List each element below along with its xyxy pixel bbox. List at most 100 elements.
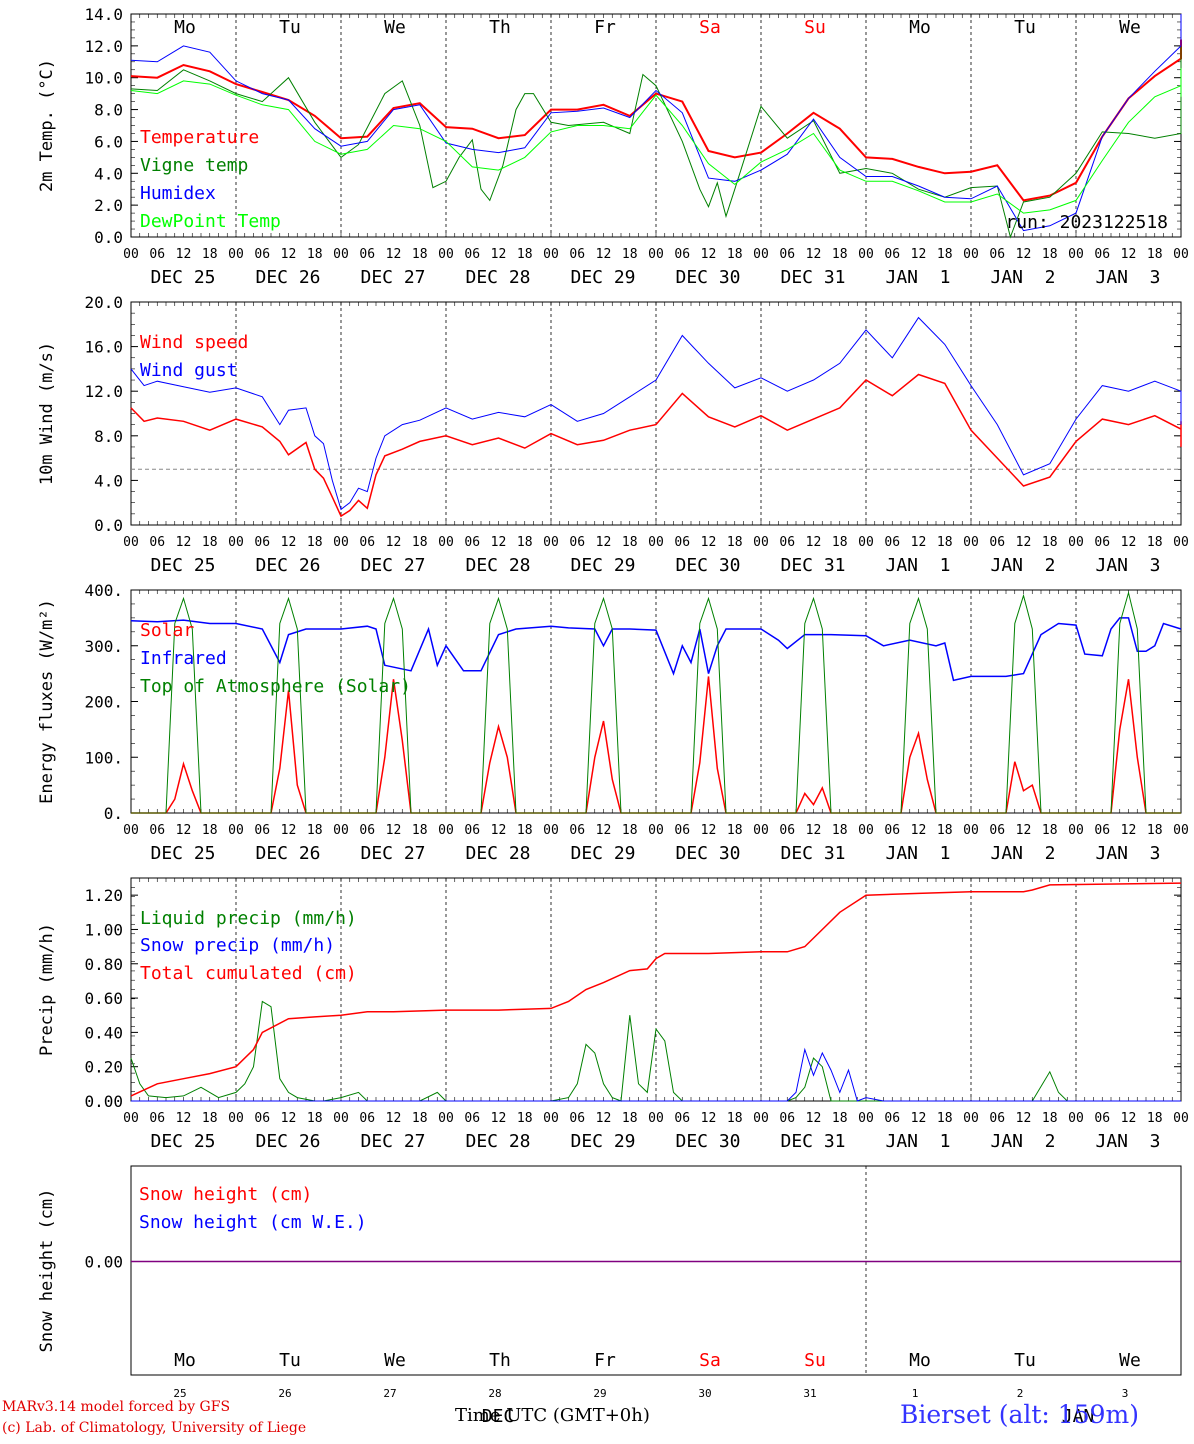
hour-tick-label: 18 (1147, 535, 1163, 550)
hour-tick-label: 06 (464, 1111, 480, 1126)
footer-day-number: 27 (383, 1387, 396, 1400)
legend-entry-3: Total cumulated (cm) (140, 963, 357, 984)
hour-tick-label: 00 (1068, 247, 1084, 262)
y-tick-label: 14.0 (84, 5, 123, 24)
y-tick-label: 0.80 (84, 955, 123, 974)
date-label: DEC 29 (570, 555, 635, 576)
hour-tick-label: 12 (701, 535, 717, 550)
hour-tick-label: 12 (1016, 247, 1032, 262)
hour-tick-label: 00 (753, 1111, 769, 1126)
hour-tick-label: 18 (517, 247, 533, 262)
date-label: DEC 31 (780, 843, 845, 864)
hour-tick-label: 00 (648, 535, 664, 550)
hour-tick-label: 00 (543, 823, 559, 838)
date-label: DEC 25 (150, 1131, 215, 1152)
date-label: DEC 27 (360, 267, 425, 288)
hour-tick-label: 12 (176, 1111, 192, 1126)
hour-tick-label: 00 (1173, 535, 1189, 550)
hour-tick-label: 18 (517, 823, 533, 838)
hour-tick-label: 00 (858, 823, 874, 838)
date-label: JAN 3 (1095, 267, 1160, 288)
hour-tick-label: 06 (359, 1111, 375, 1126)
station-label: Bierset (alt: 159m) (900, 1400, 1139, 1429)
hour-tick-label: 00 (1068, 1111, 1084, 1126)
hour-tick-label: 12 (386, 247, 402, 262)
weekday-bottom: Su (804, 1350, 826, 1371)
hour-tick-label: 06 (1094, 1111, 1110, 1126)
hour-tick-label: 00 (963, 247, 979, 262)
hour-tick-label: 06 (569, 823, 585, 838)
footer-day-number: 2 (1017, 1387, 1024, 1400)
date-label: DEC 29 (570, 843, 635, 864)
hour-tick-label: 06 (254, 535, 270, 550)
y-tick-label: 20.0 (84, 293, 123, 312)
y-tick-label: 0.00 (84, 1253, 123, 1272)
weekday-top: We (384, 17, 406, 38)
hour-tick-label: 12 (386, 1111, 402, 1126)
hour-tick-label: 06 (569, 535, 585, 550)
y-tick-label: 0.0 (94, 228, 123, 247)
hour-tick-label: 12 (176, 247, 192, 262)
date-label: JAN 1 (885, 267, 950, 288)
date-label: DEC 26 (255, 555, 320, 576)
series-line-3 (130, 882, 1182, 1097)
hour-tick-label: 12 (491, 823, 507, 838)
hour-tick-label: 12 (491, 1111, 507, 1126)
legend-entry-2: Snow precip (mm/h) (140, 935, 335, 956)
hour-tick-label: 06 (674, 1111, 690, 1126)
hour-tick-label: 18 (727, 823, 743, 838)
legend-entry-1: Temperature (140, 127, 259, 148)
hour-tick-label: 12 (281, 1111, 297, 1126)
hour-tick-label: 12 (176, 535, 192, 550)
hour-tick-label: 18 (202, 823, 218, 838)
hour-tick-label: 00 (648, 247, 664, 262)
y-tick-label: 0.40 (84, 1023, 123, 1042)
date-label: DEC 30 (675, 555, 740, 576)
date-label: JAN 2 (990, 555, 1055, 576)
hour-tick-label: 12 (596, 535, 612, 550)
panel-3: 0. 100. 200. 300. 400. Energy fluxes (W/m²) So… (37, 581, 1189, 864)
hour-tick-label: 12 (806, 1111, 822, 1126)
date-label: JAN 2 (990, 843, 1055, 864)
hour-tick-label: 00 (123, 535, 139, 550)
y-tick-label: 16.0 (84, 338, 123, 357)
y-tick-label: 400. (84, 581, 123, 600)
y-tick-label: 12.0 (84, 37, 123, 56)
date-label: DEC 28 (465, 843, 530, 864)
legend-entry-1: Liquid precip (mm/h) (140, 908, 357, 929)
hour-tick-label: 18 (622, 823, 638, 838)
hour-tick-label: 06 (779, 823, 795, 838)
hour-tick-label: 18 (1042, 1111, 1058, 1126)
y-tick-label: 8.0 (94, 427, 123, 446)
footer-day-number: 29 (593, 1387, 606, 1400)
panel-frame (130, 1165, 1182, 1376)
hour-tick-label: 06 (884, 823, 900, 838)
hour-tick-label: 12 (596, 247, 612, 262)
footer-day-number: 26 (278, 1387, 291, 1400)
date-label: DEC 27 (360, 1131, 425, 1152)
date-label: JAN 1 (885, 1131, 950, 1152)
date-label: JAN 3 (1095, 1131, 1160, 1152)
hour-tick-label: 18 (1147, 823, 1163, 838)
date-label: JAN 2 (990, 267, 1055, 288)
hour-tick-label: 00 (753, 823, 769, 838)
legend-entry-2: Vigne temp (140, 155, 248, 176)
hour-tick-label: 00 (543, 535, 559, 550)
hour-tick-label: 06 (359, 247, 375, 262)
footer-model-line2: (c) Lab. of Climatology, University of L… (2, 1420, 307, 1436)
date-label: DEC 28 (465, 267, 530, 288)
hour-tick-label: 06 (779, 247, 795, 262)
hour-tick-label: 18 (202, 247, 218, 262)
series-line-4 (130, 68, 1182, 214)
date-label: DEC 27 (360, 843, 425, 864)
y-axis-label: Precip (mm/h) (37, 923, 57, 1056)
hour-tick-label: 06 (1094, 247, 1110, 262)
date-label: DEC 26 (255, 843, 320, 864)
hour-tick-label: 00 (1068, 823, 1084, 838)
footer-day-number: 3 (1122, 1387, 1129, 1400)
panel-frame (130, 589, 1182, 814)
hour-tick-label: 18 (937, 535, 953, 550)
weekday-top: We (1119, 17, 1141, 38)
date-label: DEC 30 (675, 843, 740, 864)
hour-tick-label: 06 (464, 247, 480, 262)
